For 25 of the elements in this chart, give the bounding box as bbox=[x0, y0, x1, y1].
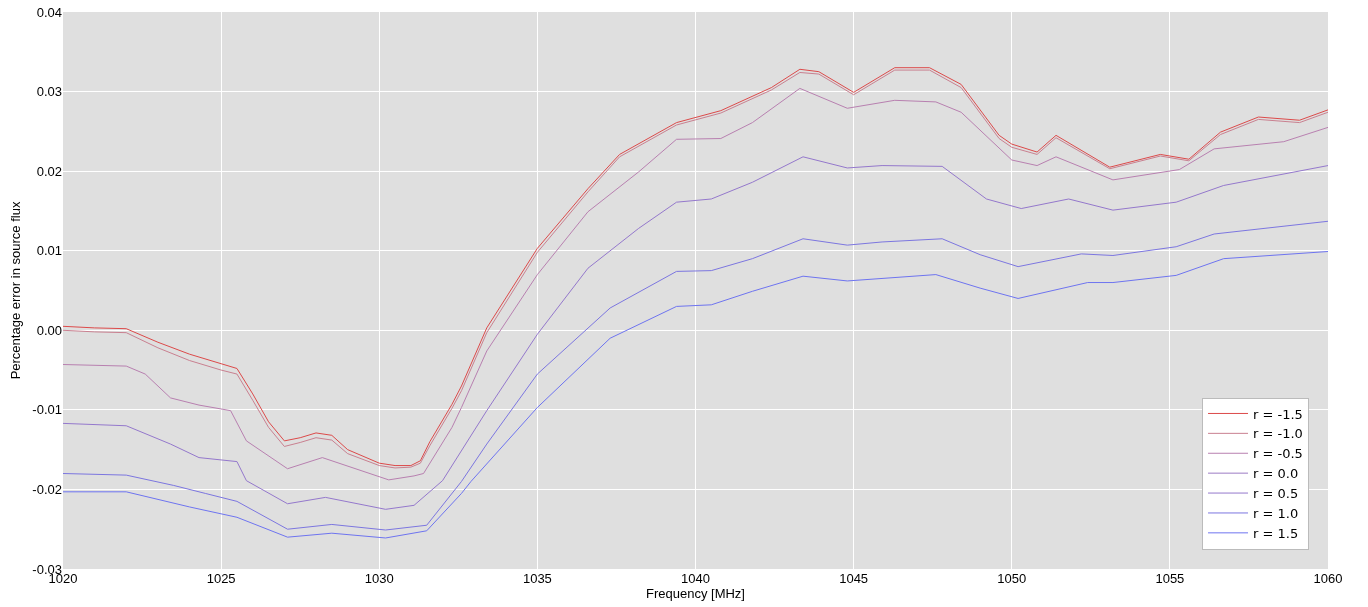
x-tick-label: 1040 bbox=[681, 571, 710, 586]
y-tick-label: 0.00 bbox=[36, 322, 62, 338]
x-tick-label: 1025 bbox=[206, 571, 236, 586]
x-tick-label: 1060 bbox=[1313, 571, 1343, 586]
x-tick-label: 1050 bbox=[997, 571, 1027, 586]
legend-label: r = 0.5 bbox=[1253, 486, 1299, 502]
x-tick-label: 1045 bbox=[839, 571, 869, 586]
x-tick-label: 1035 bbox=[522, 571, 552, 586]
y-tick-label: 0.01 bbox=[36, 243, 62, 259]
y-tick-label: -0.01 bbox=[32, 402, 62, 418]
legend-label: r = -1.0 bbox=[1253, 426, 1303, 442]
legend-label: r = -1.5 bbox=[1253, 406, 1303, 422]
x-tick-label: 1030 bbox=[364, 571, 394, 586]
legend-label: r = -0.5 bbox=[1253, 446, 1303, 462]
x-tick-label: 1055 bbox=[1155, 571, 1185, 586]
legend-label: r = 0.0 bbox=[1253, 466, 1299, 482]
y-tick-label: 0.02 bbox=[36, 163, 62, 179]
legend-label: r = 1.0 bbox=[1253, 506, 1299, 522]
line-series bbox=[63, 156, 1328, 510]
legend-label: r = 1.5 bbox=[1253, 525, 1299, 541]
y-tick-label: 0.04 bbox=[36, 4, 62, 20]
y-tick-label: 0.03 bbox=[36, 84, 62, 100]
x-axis-title: Frequency [MHz] bbox=[646, 586, 745, 601]
y-tick-label: -0.02 bbox=[32, 481, 62, 497]
y-axis-title: Percentage error in source flux bbox=[8, 201, 24, 380]
